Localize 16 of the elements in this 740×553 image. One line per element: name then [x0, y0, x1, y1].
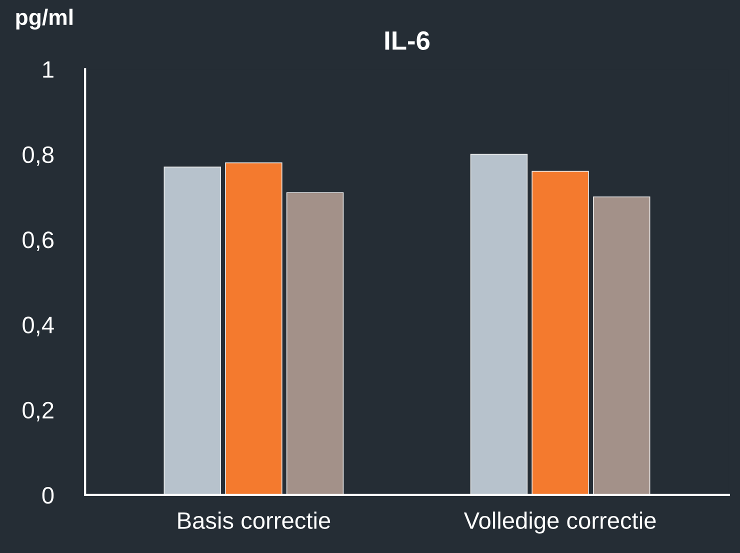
bar [532, 170, 589, 495]
y-tick-label: 0,8 [22, 146, 54, 166]
bar [470, 154, 528, 495]
bar [164, 166, 222, 495]
y-tick-label: 1 [43, 61, 54, 78]
x-tick-label: Volledige correctie [464, 512, 656, 534]
y-tick-label: 0,4 [22, 316, 54, 336]
y-tick-label: 0,2 [22, 402, 54, 422]
chart-title: IL-6 [385, 31, 430, 50]
x-tick-label: Basis correctie [178, 512, 330, 529]
y-tick-label: 0 [42, 487, 54, 504]
bar [286, 192, 344, 495]
y-axis-title: pg/ml [16, 8, 72, 30]
y-tick-label: 0,6 [22, 232, 54, 252]
bar [592, 196, 650, 495]
bar [225, 162, 282, 495]
